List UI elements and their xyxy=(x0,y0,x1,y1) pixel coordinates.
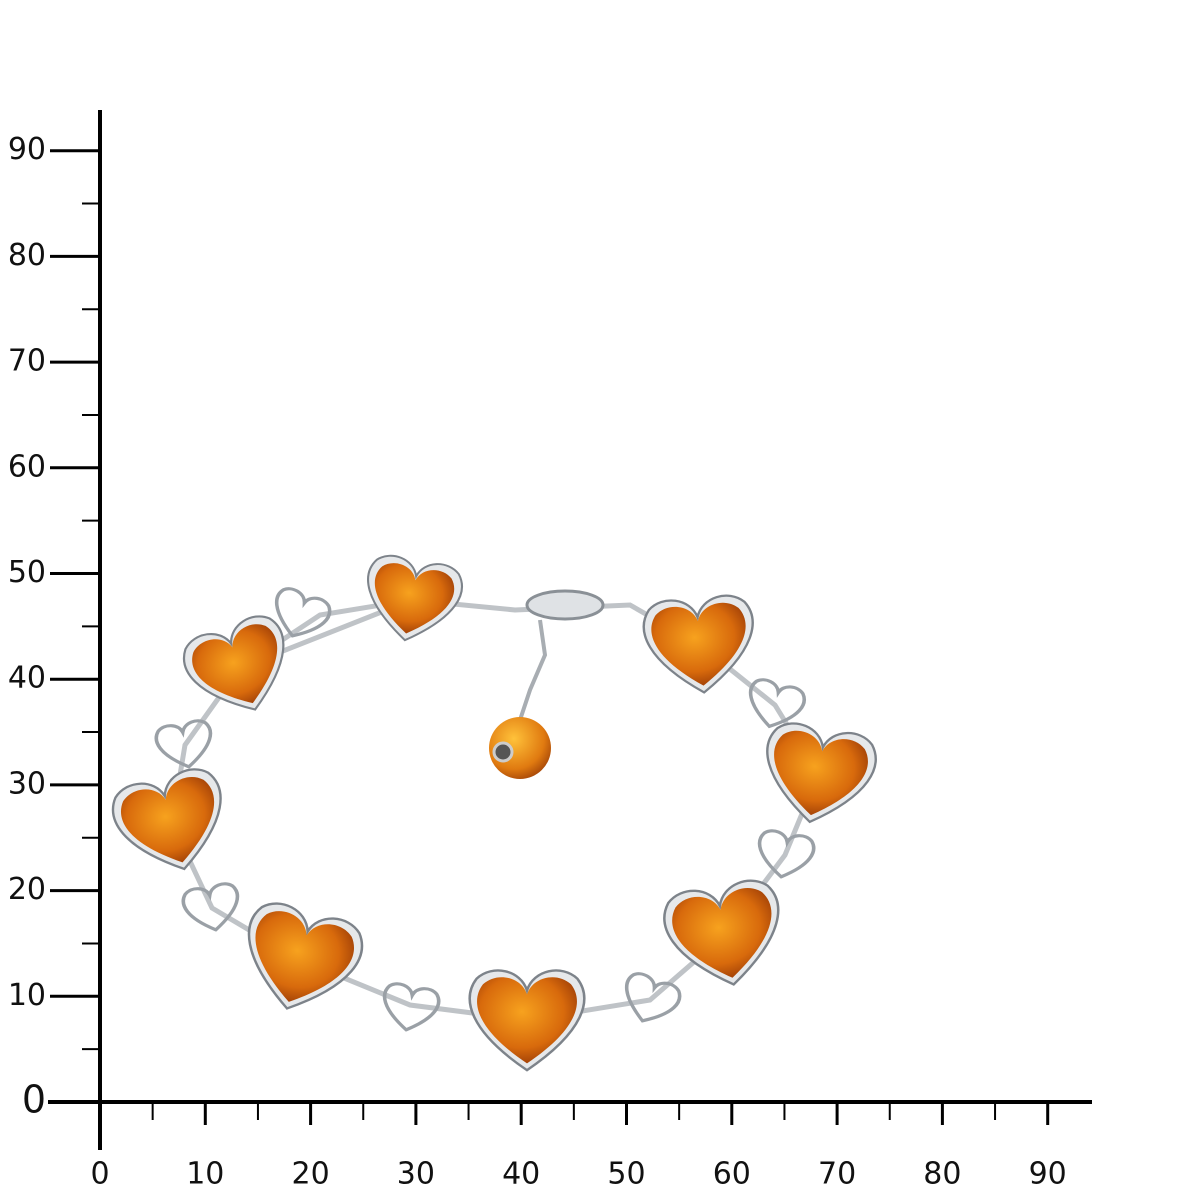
y-tick-label: 70 xyxy=(8,344,46,379)
x-tick-label: 60 xyxy=(713,1157,751,1192)
y-tick-label: 0 xyxy=(22,1078,46,1122)
chain xyxy=(169,597,821,1023)
y-tick-label: 90 xyxy=(8,132,46,167)
amber-stone xyxy=(120,776,215,863)
bead-hole xyxy=(492,741,514,763)
amber-stone xyxy=(374,563,455,634)
x-tick-label: 50 xyxy=(607,1157,645,1192)
y-tick-label: 60 xyxy=(8,449,46,484)
x-tick-label: 40 xyxy=(502,1157,540,1192)
amber-stone xyxy=(477,977,577,1064)
amber-stone xyxy=(192,624,278,704)
x-tick-label: 0 xyxy=(90,1157,109,1192)
x-tick-label: 10 xyxy=(186,1157,224,1192)
heart-link xyxy=(382,982,441,1032)
y-tick-label: 80 xyxy=(8,238,46,273)
heart-link xyxy=(748,678,806,729)
heart-link xyxy=(275,587,332,638)
amber-stone xyxy=(774,730,868,816)
x-tick-label: 20 xyxy=(292,1157,330,1192)
x-tick-label: 90 xyxy=(1029,1157,1067,1192)
amber-stone xyxy=(651,602,746,686)
heart-link xyxy=(757,829,816,879)
heart-link xyxy=(154,719,213,769)
y-tick-label: 30 xyxy=(8,766,46,801)
amber-bead xyxy=(489,717,551,779)
x-tick-label: 80 xyxy=(923,1157,961,1192)
bracelet xyxy=(111,554,877,1072)
y-tick-label: 40 xyxy=(8,661,46,696)
y-tick-label: 20 xyxy=(8,872,46,907)
heart-link xyxy=(625,972,682,1023)
x-tick-label: 30 xyxy=(397,1157,435,1192)
x-tick-label: 70 xyxy=(818,1157,856,1192)
ruler: 0 10 20 30 40 50 60 70 80 90 0 10 20 30 40 50 60 70 80 90 xyxy=(8,110,1092,1192)
y-tick-label: 10 xyxy=(8,978,46,1013)
clasp xyxy=(525,589,605,621)
extender-chain xyxy=(518,619,548,721)
amber-stone xyxy=(255,911,354,1002)
heart-link xyxy=(181,882,240,932)
y-tick-label: 50 xyxy=(8,555,46,590)
amber-stone xyxy=(672,888,772,978)
